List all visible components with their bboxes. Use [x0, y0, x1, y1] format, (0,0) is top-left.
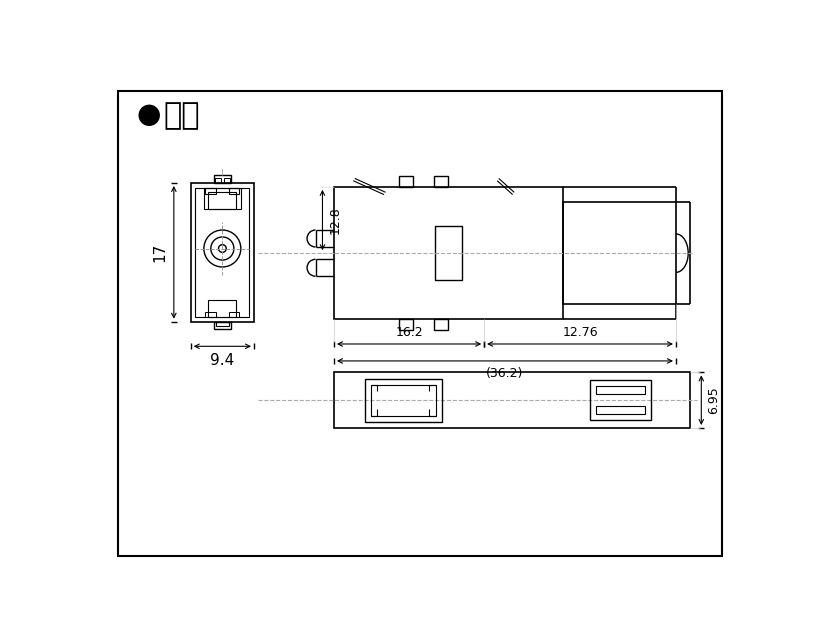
- Text: (36.2): (36.2): [486, 367, 523, 380]
- Bar: [216, 322, 229, 326]
- Bar: [215, 179, 220, 183]
- Bar: [206, 312, 216, 317]
- Text: 12.8: 12.8: [328, 206, 342, 234]
- Bar: [595, 387, 645, 394]
- Text: 9.4: 9.4: [210, 353, 234, 368]
- Text: 16.2: 16.2: [395, 326, 423, 339]
- Text: 6.95: 6.95: [707, 387, 720, 414]
- Text: 12.76: 12.76: [562, 326, 597, 339]
- Bar: [562, 202, 675, 304]
- Bar: [333, 372, 689, 428]
- Bar: [399, 319, 413, 330]
- Bar: [214, 322, 231, 330]
- Bar: [589, 380, 650, 420]
- Circle shape: [139, 106, 159, 125]
- Bar: [333, 187, 562, 319]
- Text: 寸法: 寸法: [163, 100, 199, 130]
- Bar: [214, 175, 231, 183]
- Text: 17: 17: [152, 243, 167, 262]
- Bar: [433, 319, 447, 330]
- Bar: [229, 312, 239, 317]
- Bar: [208, 300, 236, 317]
- Bar: [195, 188, 249, 317]
- Bar: [229, 188, 239, 194]
- Bar: [364, 379, 441, 422]
- Bar: [595, 406, 645, 414]
- Bar: [208, 192, 236, 209]
- Bar: [434, 226, 461, 280]
- Bar: [399, 176, 413, 187]
- Bar: [191, 183, 254, 322]
- Bar: [370, 385, 435, 415]
- Bar: [433, 176, 447, 187]
- Bar: [206, 188, 216, 194]
- Bar: [204, 188, 241, 209]
- Bar: [224, 179, 230, 183]
